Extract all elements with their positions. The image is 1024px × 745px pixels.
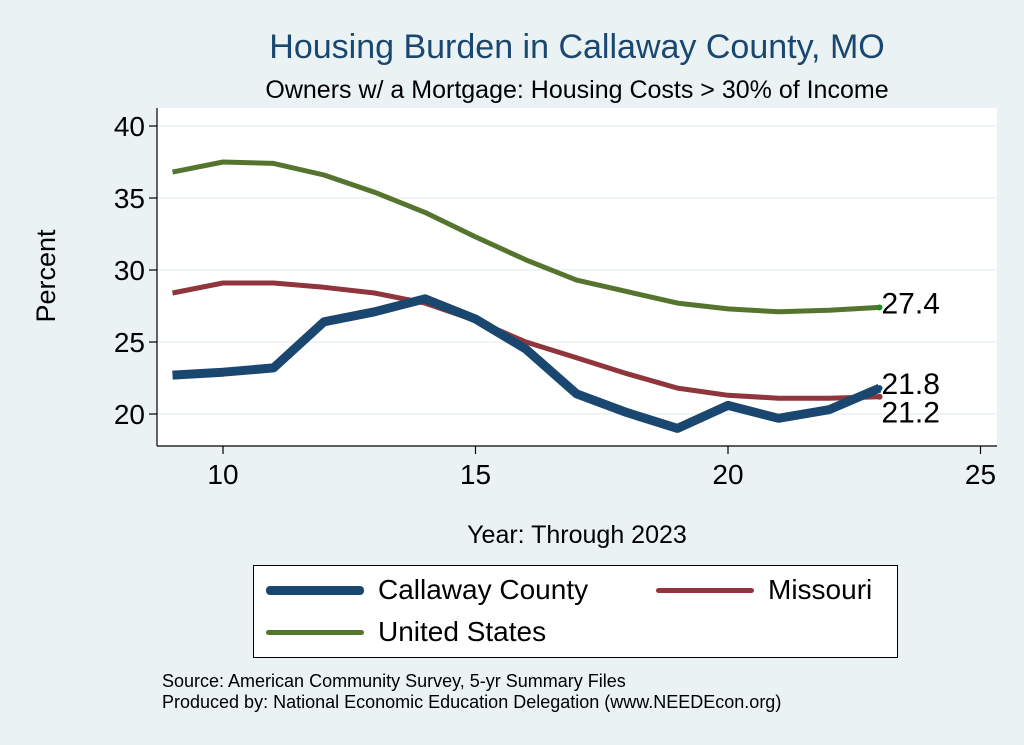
end-point-callaway	[876, 385, 883, 392]
end-point-missouri	[876, 393, 883, 400]
y-tick-label-40: 40	[114, 111, 145, 142]
end-label-missouri: 21.2	[882, 397, 940, 430]
x-tick-label-20: 20	[712, 459, 743, 490]
legend-item-us: United States	[266, 616, 546, 648]
series-line-missouri	[172, 280, 880, 401]
x-axis-label: Year: Through 2023	[467, 521, 687, 549]
legend-label-missouri: Missouri	[768, 574, 873, 605]
x-tick-label-10: 10	[207, 459, 238, 490]
footer-produced-by: Produced by: National Economic Education…	[162, 692, 782, 712]
y-tick-label-30: 30	[114, 255, 145, 286]
end-label-us: 27.4	[882, 287, 940, 320]
legend-swatch-callaway	[266, 585, 364, 595]
series-line-us	[172, 159, 880, 315]
legend-label-callaway: Callaway County	[378, 574, 589, 605]
y-tick-label-20: 20	[114, 399, 145, 430]
legend-swatch-us	[266, 629, 364, 635]
chart-title: Housing Burden in Callaway County, MO	[269, 28, 884, 66]
end-point-us	[876, 304, 883, 311]
legend-item-missouri: Missouri	[656, 574, 872, 606]
x-tick-label-15: 15	[460, 459, 491, 490]
legend-swatch-missouri	[656, 587, 754, 593]
x-tick-label-25: 25	[965, 459, 996, 490]
series-line-callaway	[172, 294, 882, 433]
footer-source: Source: American Community Survey, 5-yr …	[162, 671, 626, 691]
end-label-callaway: 21.8	[882, 368, 940, 401]
y-tick-label-25: 25	[114, 327, 145, 358]
chart-subtitle: Owners w/ a Mortgage: Housing Costs > 30…	[265, 76, 888, 104]
y-axis-label: Percent	[31, 229, 61, 323]
legend-label-us: United States	[378, 616, 547, 647]
legend-item-callaway: Callaway County	[266, 574, 588, 606]
y-tick-label-35: 35	[114, 183, 145, 214]
legend: Callaway County Missouri United States	[253, 565, 898, 658]
